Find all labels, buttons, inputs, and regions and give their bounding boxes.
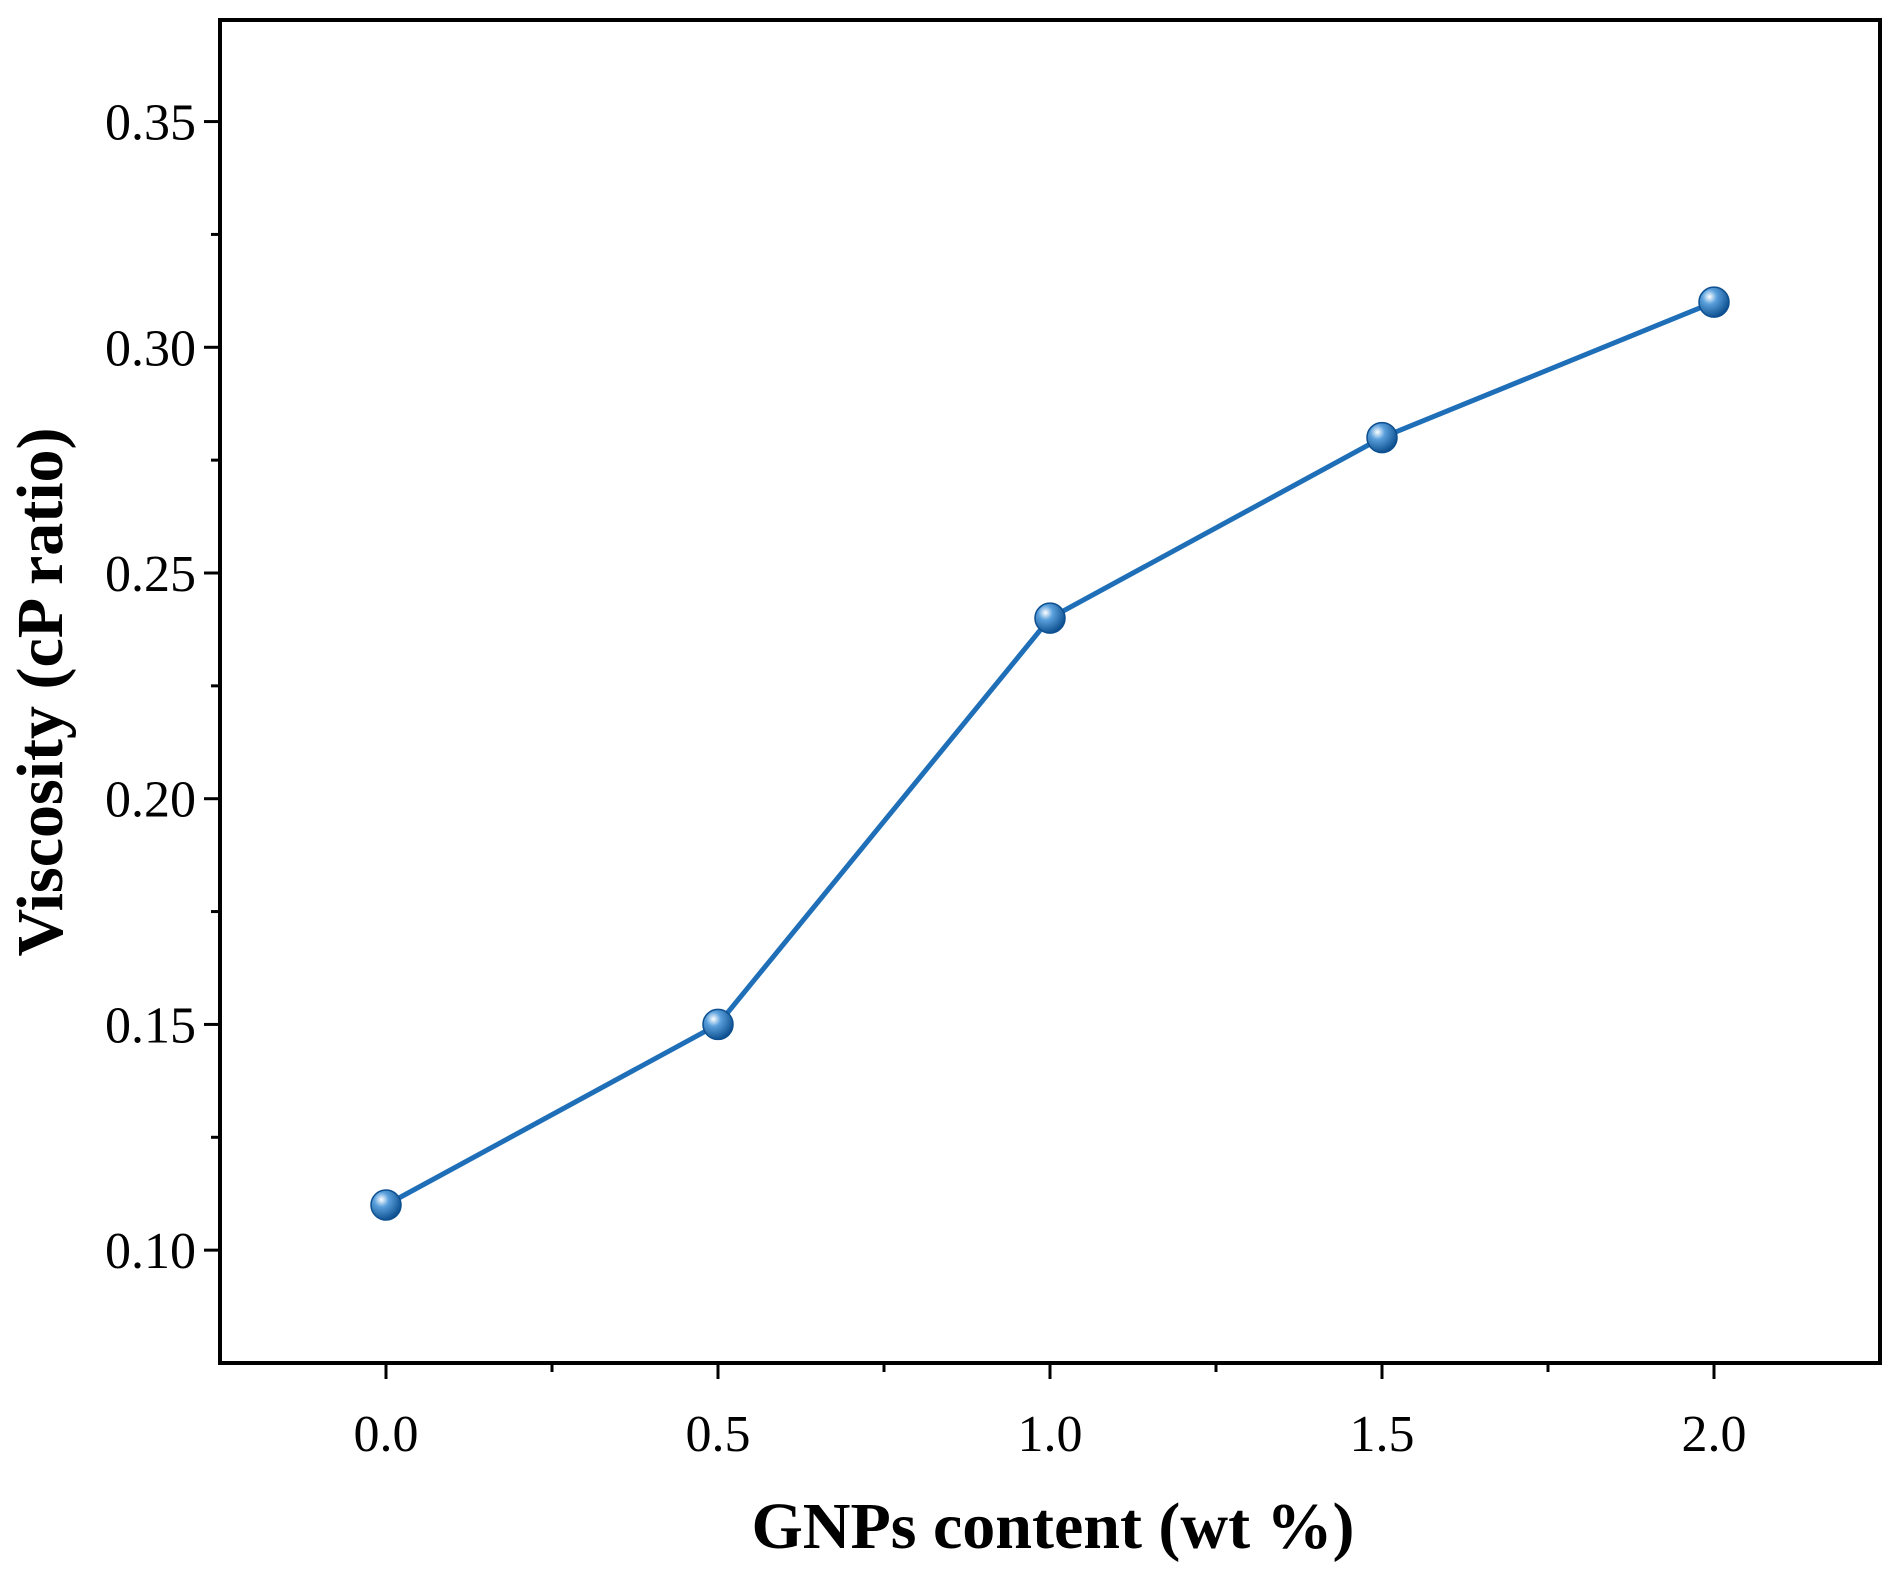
y-tick-label: 0.15 — [105, 997, 196, 1054]
data-point — [1034, 602, 1066, 634]
series-line — [384, 299, 1715, 1208]
x-axis-title: GNPs content (wt %) — [751, 1490, 1354, 1563]
y-tick-label: 0.30 — [105, 320, 196, 377]
data-point — [370, 1189, 402, 1221]
y-axis-title: Viscosity (cP ratio) — [4, 427, 77, 956]
y-tick-label: 0.25 — [105, 546, 196, 603]
x-tick-label: 0.0 — [354, 1406, 419, 1463]
x-tick-label: 1.5 — [1350, 1406, 1415, 1463]
x-tick-label: 2.0 — [1682, 1406, 1747, 1463]
data-point — [702, 1008, 734, 1041]
x-tick-label: 0.5 — [686, 1406, 751, 1463]
data-point — [1698, 286, 1730, 318]
y-tick-label: 0.10 — [105, 1223, 196, 1280]
x-tick-label: 1.0 — [1018, 1406, 1083, 1463]
y-tick-label: 0.20 — [105, 772, 196, 829]
y-tick-label: 0.35 — [105, 95, 196, 152]
data-point — [1366, 421, 1398, 454]
